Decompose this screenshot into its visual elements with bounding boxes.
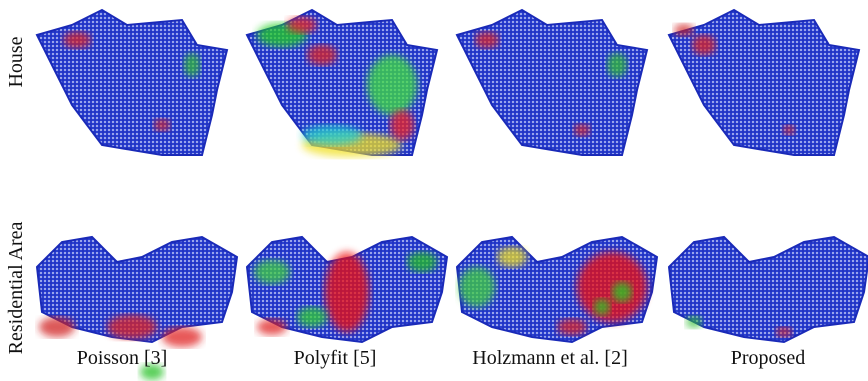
column-label: Polyfit [5]	[294, 347, 377, 369]
error-patch	[297, 307, 327, 327]
point-cloud-rendering	[37, 10, 227, 155]
point-cloud-rendering	[669, 10, 859, 155]
error-patch	[390, 110, 414, 140]
error-patch	[407, 252, 437, 272]
column-label: Holzmann et al. [2]	[472, 347, 628, 369]
renderings	[37, 10, 868, 380]
error-patch	[607, 53, 627, 77]
point-cloud	[669, 10, 859, 155]
error-patch	[557, 319, 587, 335]
error-patch	[39, 317, 75, 337]
point-cloud-rendering	[669, 237, 868, 342]
error-patch	[594, 299, 610, 315]
point-cloud	[37, 10, 227, 155]
point-cloud-rendering	[247, 10, 437, 157]
point-cloud-rendering	[247, 237, 447, 342]
error-patch	[497, 247, 527, 267]
error-patch	[686, 316, 702, 328]
error-patch	[577, 252, 647, 322]
column-label: Poisson [3]	[77, 347, 168, 369]
error-patch	[574, 124, 590, 136]
figure-canvas: House Residential Area Poisson [3] Polyf…	[0, 0, 868, 381]
point-cloud	[457, 10, 647, 155]
error-patch	[367, 55, 417, 115]
error-patch	[783, 125, 795, 135]
error-patch	[674, 24, 694, 36]
error-patch	[184, 53, 200, 77]
error-patch	[63, 32, 91, 48]
row-label: Residential Area	[5, 222, 27, 355]
error-patch	[475, 32, 499, 48]
error-patch	[162, 327, 202, 347]
error-patch	[287, 17, 317, 33]
point-cloud-rendering	[457, 237, 657, 342]
error-patch	[459, 267, 495, 307]
point-cloud-rendering	[457, 10, 647, 155]
error-patch	[325, 252, 369, 332]
error-patch	[612, 282, 632, 302]
column-label: Proposed	[731, 347, 805, 369]
error-patch	[154, 119, 170, 131]
error-patch	[107, 315, 157, 339]
error-patch	[692, 35, 716, 55]
error-patch	[776, 327, 792, 337]
figure: House Residential Area Poisson [3] Polyf…	[0, 0, 868, 381]
error-patch	[307, 45, 337, 65]
error-patch	[254, 260, 290, 284]
row-label: House	[5, 36, 27, 87]
error-patch	[302, 125, 362, 145]
error-patch	[257, 319, 287, 335]
